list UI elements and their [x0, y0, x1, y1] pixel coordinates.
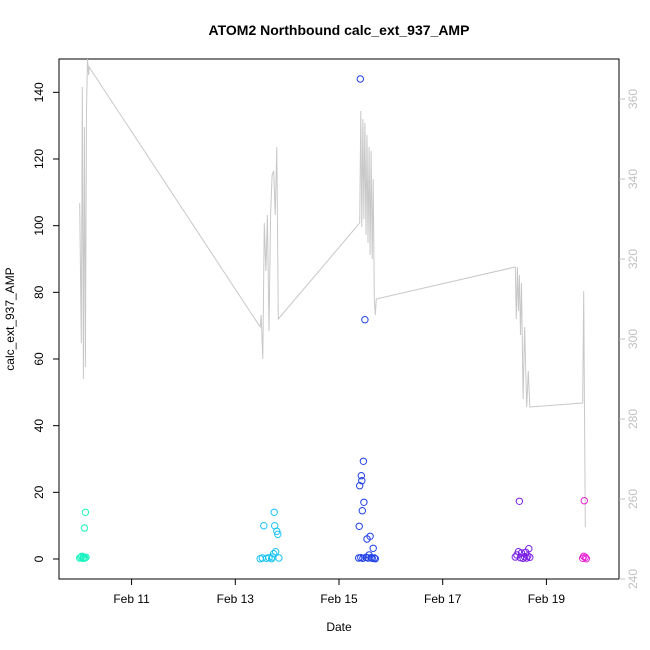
data-point-2-11 [361, 316, 369, 324]
x-tick-label-0: Feb 11 [113, 592, 150, 606]
y2-tick-label-3: 300 [626, 329, 640, 349]
data-point-2-9 [359, 457, 368, 465]
y-axis-label: calc_ext_937_AMP [3, 267, 17, 370]
y2-tick-label-5: 340 [626, 169, 640, 189]
data-point-1-12 [274, 530, 282, 538]
data-point-2-1 [355, 522, 363, 530]
data-point-3-0 [511, 553, 519, 561]
y-tick-label-7: 140 [32, 82, 46, 102]
y2-tick-label-2: 280 [626, 409, 640, 429]
data-point-1-10 [272, 548, 280, 556]
data-point-2-10 [360, 498, 368, 506]
x-axis: Feb 11 Feb 13 Feb 15 Feb 17 Feb 19 [113, 579, 565, 606]
data-point-0-8 [81, 508, 90, 516]
x-tick-label-3: Feb 17 [424, 592, 462, 606]
data-point-2-2 [356, 482, 364, 490]
data-point-0-7 [81, 554, 89, 562]
chart-title: ATOM2 Northbound calc_ext_937_AMP [209, 22, 470, 38]
x-axis-label: Date [326, 620, 352, 634]
data-point-3-10 [524, 552, 532, 560]
data-point-4-4 [582, 555, 590, 563]
data-point-1-5 [267, 555, 276, 563]
data-point-2-5 [357, 472, 365, 480]
data-point-2-20 [370, 554, 378, 562]
data-point-2-19 [369, 544, 377, 552]
scatter-points-layer [76, 75, 590, 563]
y2-tick-label-0: 240 [626, 569, 640, 589]
x-tick-label-4: Feb 19 [528, 592, 566, 606]
data-point-0-6 [80, 524, 89, 532]
data-point-3-11 [525, 545, 533, 553]
y2-tick-label-6: 360 [626, 89, 640, 109]
data-point-3-3 [515, 497, 524, 505]
data-point-4-1 [580, 552, 588, 560]
data-point-2-6 [358, 477, 366, 485]
y-tick-label-6: 120 [32, 149, 46, 169]
secondary-line-layer [79, 58, 586, 528]
data-point-2-16 [366, 532, 374, 540]
data-point-3-7 [520, 553, 529, 561]
data-point-2-21 [371, 555, 379, 563]
data-point-4-3 [581, 553, 589, 561]
plot-frame [58, 58, 620, 580]
data-point-2-3 [356, 75, 364, 83]
data-point-1-7 [270, 550, 278, 558]
x-tick-label-1: Feb 13 [217, 592, 255, 606]
x-tick-label-2: Feb 15 [320, 592, 358, 606]
y-tick-label-0: 0 [32, 555, 46, 562]
data-point-1-8 [270, 508, 278, 516]
secondary-y-axis: 240 260 280 300 320 340 360 [619, 89, 640, 589]
data-point-2-8 [359, 554, 367, 562]
y2-tick-label-1: 260 [626, 489, 640, 509]
y-tick-label-2: 40 [32, 419, 46, 433]
y-tick-label-1: 20 [32, 485, 46, 499]
data-point-1-11 [273, 527, 281, 535]
y-tick-label-4: 80 [32, 285, 46, 299]
secondary-series-line [79, 58, 586, 528]
data-point-1-2 [260, 522, 268, 530]
data-point-2-7 [358, 507, 366, 515]
y-tick-label-5: 100 [32, 215, 46, 235]
data-point-3-12 [526, 553, 534, 561]
y-axis: 0 20 40 60 80 100 120 140 [32, 82, 59, 562]
data-point-0-9 [82, 553, 90, 561]
data-point-1-13 [275, 554, 283, 562]
y2-tick-label-4: 320 [626, 249, 640, 269]
data-point-4-2 [580, 497, 588, 505]
y-tick-label-3: 60 [32, 352, 46, 366]
